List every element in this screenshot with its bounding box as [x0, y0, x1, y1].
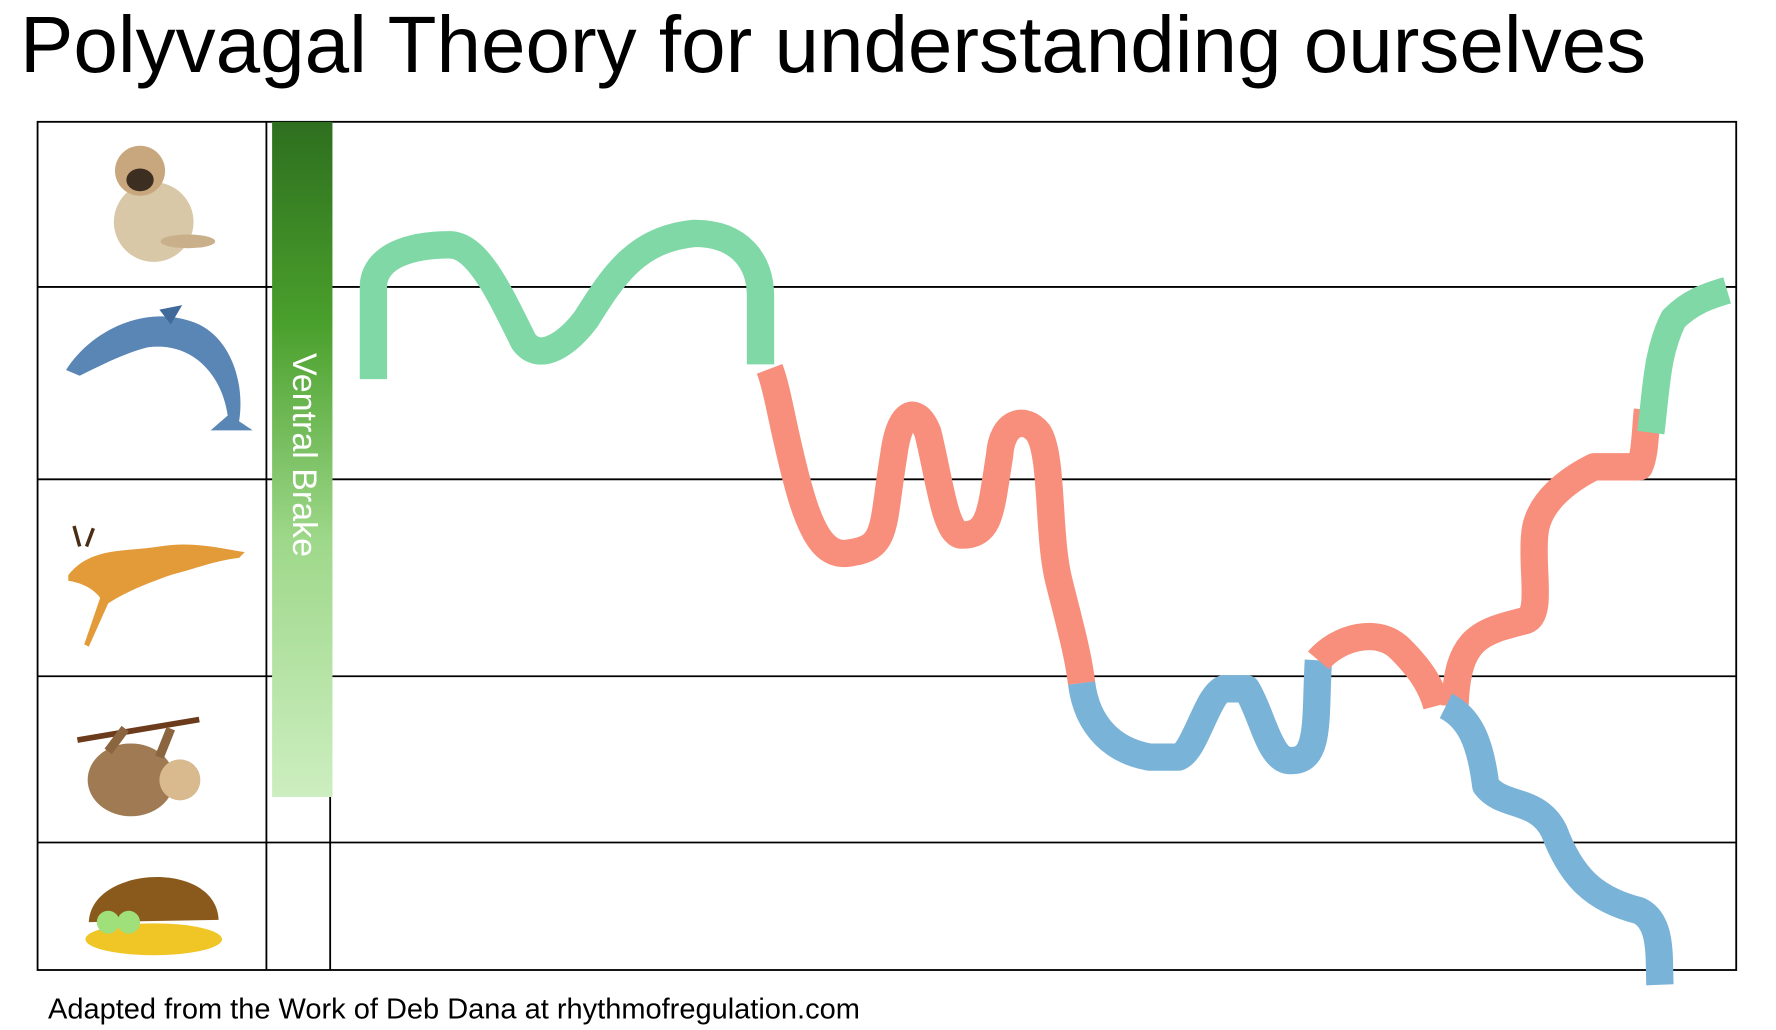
turtle-icon — [85, 877, 223, 956]
dog-icon — [113, 145, 216, 262]
footer-credit: Adapted from the Work of Deb Dana at rhy… — [48, 994, 860, 1025]
ventral-path — [359, 219, 775, 380]
ventral-path — [1637, 277, 1731, 435]
sympathetic-path — [1441, 408, 1662, 707]
sympathetic-path — [1307, 622, 1450, 710]
frame — [36, 120, 1738, 971]
dorsal-path — [1439, 693, 1674, 986]
sloth-icon — [76, 716, 201, 817]
brake-bar — [272, 121, 333, 797]
brake-label: Ventral Brake — [285, 353, 323, 557]
dorsal-path — [1068, 659, 1333, 775]
antelope-icon — [68, 525, 245, 647]
dolphin-icon — [66, 305, 253, 431]
title: Polyvagal Theory for understanding ourse… — [20, 0, 1646, 89]
drawing — [36, 120, 1738, 986]
sympathetic-path — [756, 364, 1096, 685]
